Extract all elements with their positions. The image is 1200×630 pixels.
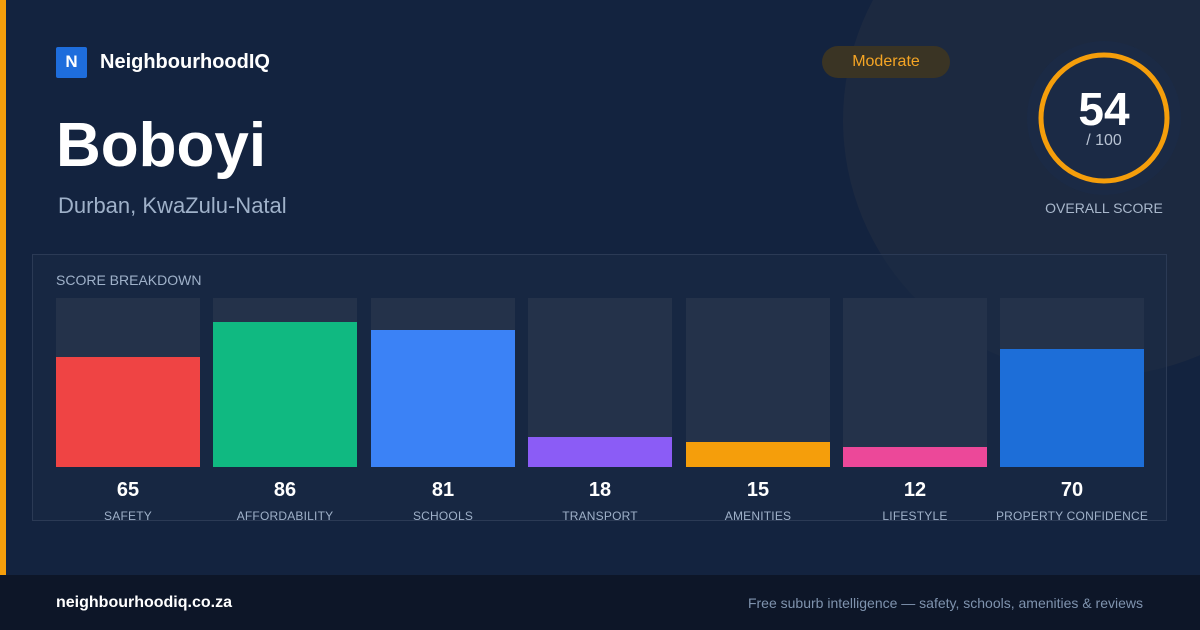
overall-score-max: / 100 — [1086, 132, 1122, 149]
brand: N NeighbourhoodIQ — [56, 46, 270, 78]
bar-track — [56, 298, 200, 467]
bar-value: 81 — [431, 479, 455, 501]
score-bar-affordability: 86 AFFORDABILITY — [213, 298, 357, 523]
bar-label: SCHOOLS — [412, 509, 474, 523]
bar-fill — [1000, 349, 1144, 467]
bar-track — [371, 298, 515, 467]
suburb-name: Boboyi — [56, 111, 267, 180]
bar-label: TRANSPORT — [562, 509, 638, 523]
share-card: N NeighbourhoodIQ Moderate Boboyi Durban… — [0, 0, 1181, 575]
bar-track — [1000, 298, 1144, 467]
bar-track — [686, 298, 830, 467]
bar-fill — [528, 437, 672, 467]
suburb-location: Durban, KwaZulu-Natal — [58, 193, 287, 218]
brand-name: NeighbourhoodIQ — [100, 50, 270, 73]
bar-fill — [843, 447, 987, 467]
bar-fill — [371, 330, 515, 467]
brand-logo-icon: N — [56, 46, 87, 78]
bar-label: AMENITIES — [724, 509, 792, 523]
score-bar-lifestyle: 12 LIFESTYLE — [843, 298, 987, 523]
bar-value: 12 — [903, 479, 927, 501]
overall-score-value: 54 — [1078, 83, 1130, 135]
score-breakdown-title: SCORE BREAKDOWN — [56, 272, 202, 288]
overall-score-label: OVERALL SCORE — [1045, 200, 1163, 216]
bar-track — [843, 298, 987, 467]
bar-track — [213, 298, 357, 467]
ring-background — [1027, 41, 1181, 195]
bar-value: 65 — [116, 479, 140, 501]
bar-fill — [686, 442, 830, 467]
score-bar-amenities: 15 AMENITIES — [686, 298, 830, 523]
score-bar-transport: 18 TRANSPORT — [528, 298, 672, 523]
bar-value: 18 — [588, 479, 612, 501]
bar-label: AFFORDABILITY — [236, 509, 334, 523]
overall-score-ring — [1027, 41, 1181, 195]
rating-badge: Moderate — [822, 46, 950, 78]
bar-label: SAFETY — [104, 509, 152, 523]
score-bar-safety: 65 SAFETY — [56, 298, 200, 523]
accent-bar — [0, 0, 6, 575]
bar-value: 70 — [1060, 479, 1084, 501]
ring-progress — [1038, 52, 1170, 184]
bar-label: PROPERTY CONFIDENCE — [995, 509, 1149, 523]
footer-tagline: Free suburb intelligence — safety, schoo… — [747, 595, 1143, 611]
footer-domain-link[interactable]: neighbourhoodiq.co.za — [56, 594, 232, 611]
bar-value: 15 — [746, 479, 770, 501]
footer: neighbourhoodiq.co.za Free suburb intell… — [0, 575, 1200, 630]
bar-label: LIFESTYLE — [882, 509, 948, 523]
bar-value: 86 — [273, 479, 297, 501]
score-bar-property-confidence: 70 PROPERTY CONFIDENCE — [996, 298, 1148, 523]
score-bar-schools: 81 SCHOOLS — [371, 298, 515, 523]
bar-fill — [213, 322, 357, 467]
bar-fill — [56, 357, 200, 467]
bar-track — [528, 298, 672, 467]
